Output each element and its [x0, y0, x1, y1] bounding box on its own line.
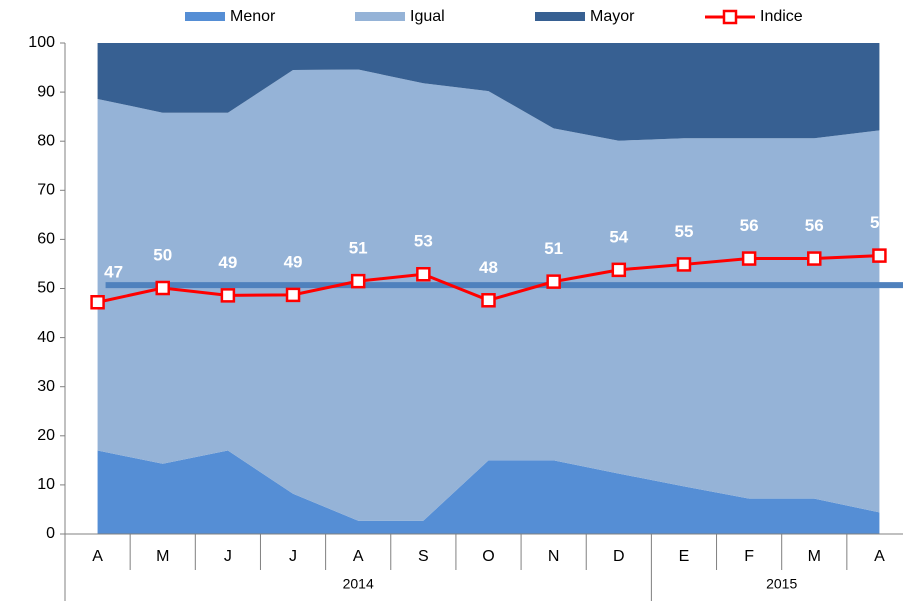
data-label: 53: [414, 232, 433, 251]
marker: [220, 288, 236, 303]
legend-label: Indice: [760, 8, 803, 25]
x-tick-label: F: [744, 548, 754, 565]
y-tick-label: 70: [37, 182, 55, 199]
marker: [416, 267, 431, 282]
x-tick-label: A: [92, 548, 103, 565]
data-label: 47: [104, 263, 123, 282]
y-tick-label: 90: [37, 83, 55, 100]
legend-label: Mayor: [590, 8, 635, 25]
data-label: 51: [349, 239, 368, 258]
data-label: 55: [675, 222, 694, 241]
y-tick-label: 40: [37, 329, 55, 346]
data-label: 48: [479, 258, 498, 277]
x-tick-label: J: [289, 548, 297, 565]
area: [97, 43, 880, 141]
y-tick-label: 10: [37, 476, 55, 493]
x-tick-label: D: [613, 548, 625, 565]
x-group-label: 2015: [766, 576, 797, 592]
x-tick-label: N: [548, 548, 560, 565]
legend-swatch: [185, 12, 225, 21]
x-tick-label: E: [679, 548, 690, 565]
data-label: 57: [870, 213, 889, 232]
marker: [481, 293, 496, 308]
marker: [741, 251, 757, 266]
marker: [90, 294, 105, 310]
legend-marker: [722, 9, 738, 25]
data-label: 49: [218, 253, 237, 272]
x-tick-label: A: [353, 548, 364, 565]
y-tick-label: 50: [37, 280, 55, 297]
x-tick-label: S: [418, 548, 429, 565]
data-label: 49: [284, 252, 303, 271]
marker: [872, 248, 887, 263]
legend-label: Menor: [230, 8, 276, 25]
y-tick-label: 0: [46, 525, 55, 542]
marker: [676, 257, 692, 272]
y-tick-label: 30: [37, 378, 55, 395]
data-label: 56: [805, 216, 824, 235]
y-tick-label: 100: [28, 34, 55, 51]
x-tick-label: A: [874, 548, 885, 565]
marker: [807, 251, 822, 266]
x-group-label: 2014: [343, 576, 374, 592]
x-tick-label: M: [808, 548, 821, 565]
marker: [350, 273, 366, 289]
x-tick-label: M: [156, 548, 169, 565]
area: [97, 450, 880, 534]
x-tick-label: J: [224, 548, 232, 565]
marker: [611, 262, 627, 278]
legend-swatch: [535, 12, 585, 21]
data-label: 51: [544, 239, 563, 258]
y-tick-label: 80: [37, 132, 55, 149]
y-tick-label: 20: [37, 427, 55, 444]
legend-label: Igual: [410, 8, 445, 25]
data-label: 56: [740, 216, 759, 235]
legend-swatch: [355, 12, 405, 21]
data-label: 54: [609, 227, 628, 246]
x-tick-label: O: [482, 548, 494, 565]
legend: Menor Igual Mayor Indice: [185, 8, 803, 25]
data-label: 50: [153, 245, 172, 264]
y-tick-label: 60: [37, 231, 55, 248]
marker: [285, 287, 301, 303]
marker: [155, 280, 170, 296]
marker: [546, 274, 561, 289]
